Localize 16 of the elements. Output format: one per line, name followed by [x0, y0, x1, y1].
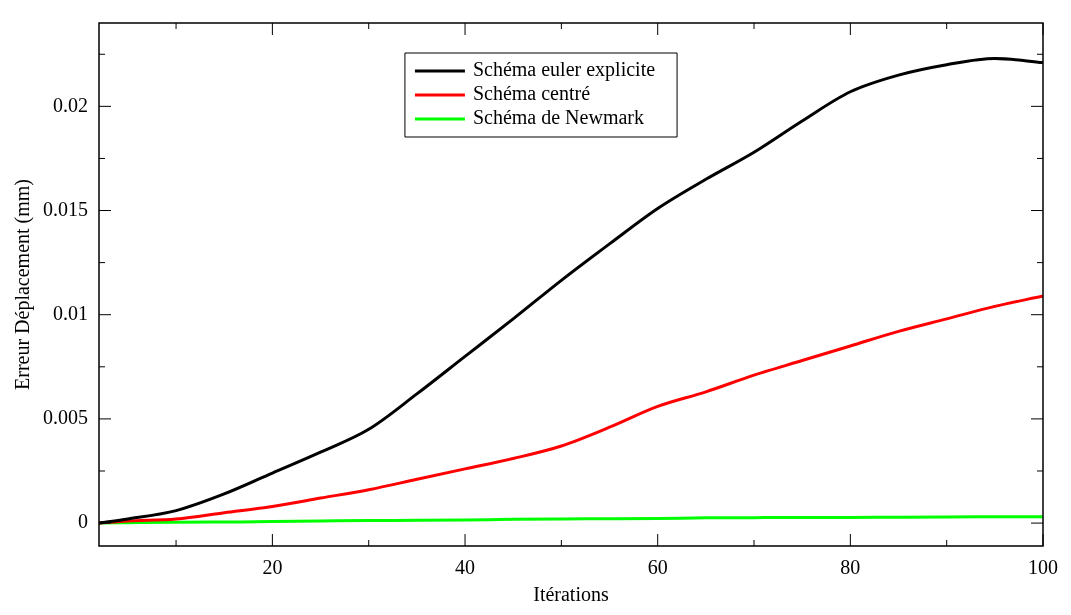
x-tick-label: 20 — [262, 556, 283, 579]
legend-label: Schéma de Newmark — [472, 106, 644, 129]
x-tick-label: 80 — [840, 556, 861, 579]
line-series — [99, 515, 1043, 525]
x-tick-label: 60 — [647, 556, 668, 579]
x-tick-label: 100 — [1028, 556, 1058, 579]
legend-label: Schéma centré — [472, 82, 591, 105]
y-tick-label: 0.01 — [53, 301, 88, 324]
y-axis-title: Erreur Déplacement (mm) — [11, 178, 35, 391]
y-tick-label: 0 — [78, 510, 88, 533]
x-axis-title: Itérations — [533, 583, 609, 606]
legend-label: Schéma euler explicite — [472, 58, 656, 82]
y-tick-label: 0.02 — [53, 93, 88, 116]
x-tick-label: 40 — [455, 556, 476, 579]
y-tick-label: 0.005 — [43, 406, 88, 429]
y-tick-label: 0.015 — [43, 197, 88, 220]
